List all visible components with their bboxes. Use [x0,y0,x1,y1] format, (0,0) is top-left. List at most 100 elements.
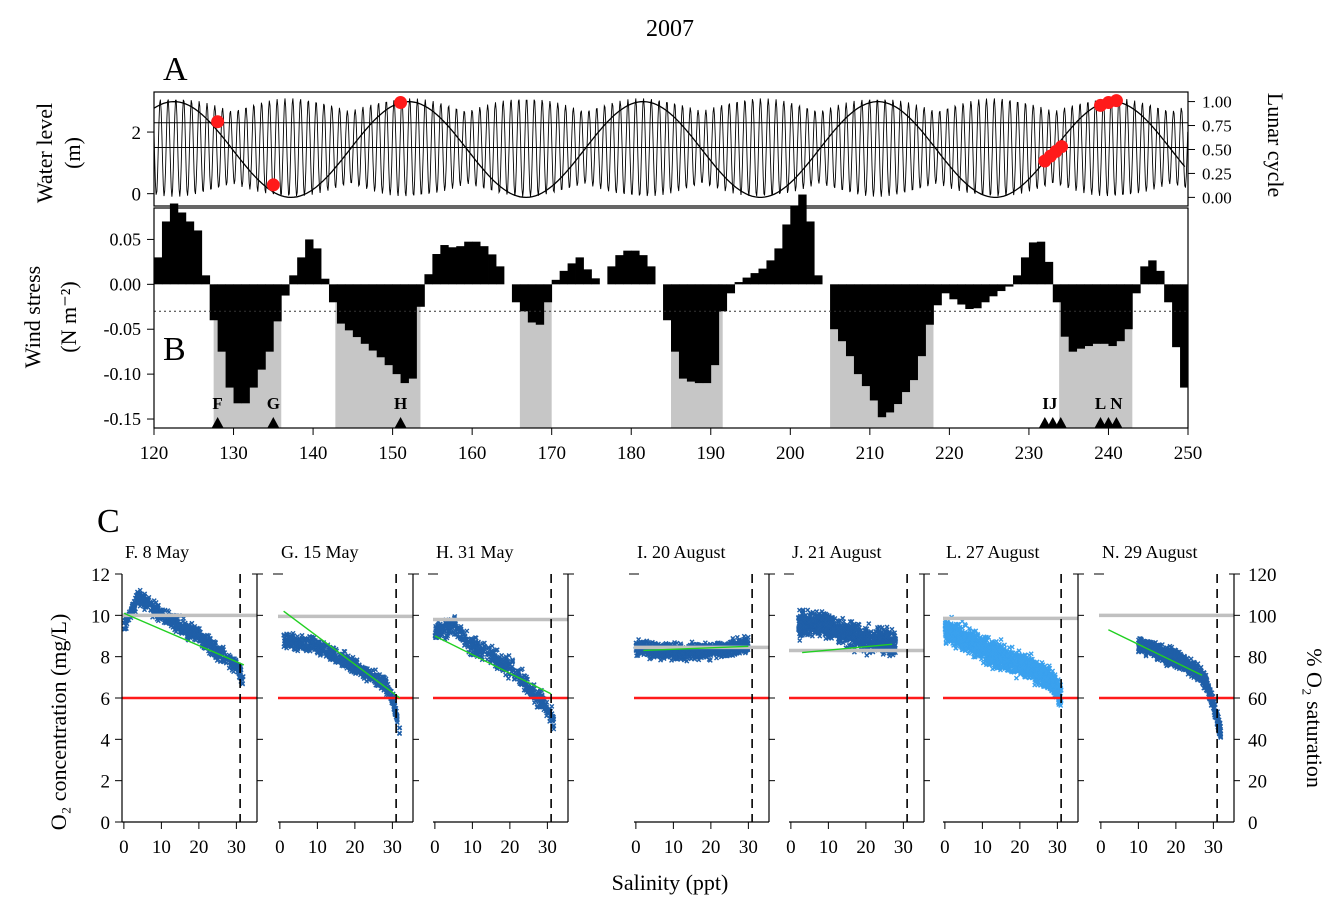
event-marker-triangle [1102,417,1115,428]
oxygen-data-point [229,667,235,673]
oxygen-data-point [204,632,210,638]
oxygen-data-point [505,675,511,681]
wind-stress-bar [758,268,767,285]
wind-stress-bar [1172,284,1181,348]
oxygen-data-point [864,652,870,658]
wind-stress-bar [1044,261,1054,285]
event-marker-triangle [267,417,280,428]
wind-stress-bar [464,241,473,285]
event-marker-triangle [211,417,224,428]
wind-stress-bar [480,246,489,285]
wind-stress-bar [814,275,823,285]
oxygen-y-tick-label: 10 [91,606,110,627]
wind-stress-bar [845,284,855,357]
wind-stress-bar [225,284,234,388]
wind-stress-bar [686,284,696,382]
wind-stress-bar [1092,284,1101,344]
wind-stress-bar [726,284,736,294]
salinity-x-tick-label: 0 [631,837,641,858]
panel-a-right-tick-label: 0.75 [1202,117,1232,136]
event-label: F [212,394,222,413]
wind-stress-bar [1005,284,1014,287]
wind-stress-bar [1124,284,1133,330]
panel-b-x-tick-label: 230 [1015,443,1044,464]
salinity-x-tick-label: 30 [383,837,402,858]
wind-stress-bar [488,254,497,285]
salinity-x-tick-label: 0 [275,837,285,858]
event-marker-triangle [1110,417,1123,428]
wind-stress-bar [861,284,871,387]
wind-stress-bar [161,221,171,285]
oxygen-data-point [394,720,400,725]
wind-stress-bar [551,279,561,285]
oxygen-data-point [797,638,803,643]
wind-stress-bar [1020,257,1030,285]
regression-fit-line [123,612,245,666]
wind-stress-bar [790,206,799,285]
subplot-title: F. 8 May [125,542,189,562]
wind-stress-bar [336,284,346,324]
wind-stress-bar [1068,284,1078,352]
oxygen-data-point [208,639,214,645]
event-marker-triangle [1054,417,1067,428]
panel-c-letter: C [97,503,120,540]
wind-stress-bar [949,284,958,300]
subplot-title: L. 27 August [946,542,1040,562]
panel-b-x-tick-label: 180 [617,443,646,464]
wind-stress-bar [1060,284,1070,337]
lunar-sample-point [394,96,408,110]
oxygen-data-point [191,636,197,642]
wind-stress-bar [241,284,250,404]
wind-stress-bar [265,284,274,352]
oxygen-data-point [354,669,360,675]
panel-a-y-left-label-line1: Water level [32,103,57,203]
oxygen-data-point [391,704,397,710]
oxygen-data-point [145,601,151,607]
event-label: IJ [1042,394,1058,413]
wind-stress-bar [607,266,616,285]
salinity-x-tick-label: 30 [739,837,758,858]
wind-stress-bar [997,284,1006,292]
oxygen-data-point [889,626,895,632]
oxygen-data-point [167,620,173,626]
oxygen-data-point [194,625,200,631]
oxygen-data-point [165,608,171,614]
panel-a-left-tick-label: 0 [132,185,142,206]
panel-b-x-tick-label: 210 [856,443,885,464]
wind-stress-bar [535,284,545,325]
salinity-x-tick-label: 20 [856,837,875,858]
wind-stress-bar [559,270,568,285]
wind-stress-bar [702,284,712,384]
event-marker-triangle [394,417,407,428]
salinity-x-tick-label: 10 [463,837,482,858]
wind-stress-bar [877,284,887,418]
wind-stress-bar [631,250,640,285]
wind-stress-bar [384,284,394,366]
wind-stress-bar [185,221,195,285]
panel-a-letter: A [163,51,188,88]
wind-stress-bar [305,239,314,285]
panel-b-y-tick-label: -0.10 [104,364,142,384]
wind-stress-bar [1036,241,1046,285]
wind-stress-bar [1028,242,1038,285]
wind-stress-bar [154,257,163,285]
wind-stress-bar [1180,284,1189,388]
event-label: H [394,394,407,413]
wind-stress-bar [965,284,974,310]
wind-stress-bar [591,278,600,285]
wind-stress-bar [838,284,847,342]
subplot-title: G. 15 May [281,542,359,562]
oxygen-data-point [326,654,332,660]
wind-stress-bar [973,284,982,309]
wind-stress-bar [830,284,839,330]
panel-b-x-tick-label: 130 [219,443,248,464]
subplot-title: H. 31 May [436,542,514,562]
oxygen-data-point [998,636,1004,642]
wind-stress-bar [472,241,481,285]
wind-stress-bar [766,260,775,285]
wind-stress-bar [694,284,704,384]
